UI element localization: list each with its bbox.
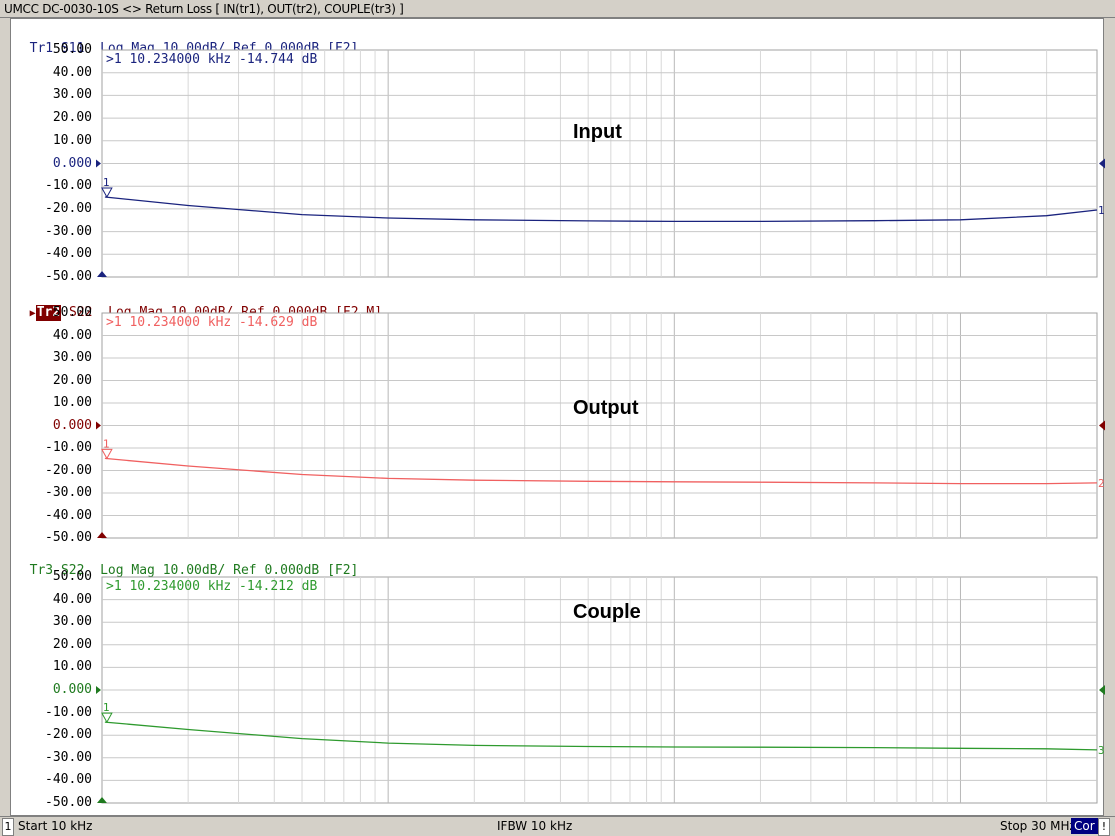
trace-header-tr3[interactable]: Tr3 S22 Log Mag 10.00dB/ Ref 0.000dB [F2…	[14, 547, 359, 578]
start-marker-icon	[97, 532, 107, 538]
y-tick-label: -20.00	[45, 727, 92, 743]
trace-id-tr1[interactable]: Tr1	[29, 41, 54, 56]
y-tick-label: 30.00	[52, 87, 92, 103]
y-tick-label: -50.00	[45, 795, 92, 810]
trace-line-tr3	[104, 721, 1098, 751]
trace-end-label: 1	[1098, 204, 1105, 217]
ref-level-left-icon	[96, 421, 101, 430]
marker-readout-tr2: >1 10.234000 kHz -14.629 dB	[106, 315, 317, 330]
y-tick-label: 20.00	[52, 110, 92, 126]
y-tick-label: -40.00	[45, 507, 92, 523]
y-tick-label: -30.00	[45, 749, 92, 765]
y-tick-label: -40.00	[45, 246, 92, 262]
panel-label-input: Input	[573, 121, 622, 143]
start-frequency[interactable]: Start 10 kHz	[18, 819, 93, 833]
correction-indicator[interactable]: Cor	[1071, 818, 1098, 834]
y-tick-label: 20.00	[52, 372, 92, 388]
trace-line-tr1	[104, 196, 1098, 223]
y-tick-label: -50.00	[45, 269, 92, 284]
active-trace-arrow-icon: ▶	[29, 308, 36, 319]
y-tick-label: 50.00	[52, 305, 92, 320]
ref-level-right-icon	[1099, 420, 1105, 431]
y-tick-label: -50.00	[45, 530, 92, 545]
marker-1-label: 1	[103, 176, 110, 189]
y-tick-label: 50.00	[52, 42, 92, 57]
y-tick-label: 10.00	[52, 659, 92, 675]
panel-label-couple: Couple	[573, 601, 641, 623]
ref-level-left-icon	[96, 686, 101, 694]
y-tick-label: 40.00	[52, 327, 92, 343]
ref-level-left-icon	[96, 159, 101, 168]
stop-frequency[interactable]: Stop 30 MHz	[1000, 819, 1076, 833]
y-tick-label: -10.00	[45, 440, 92, 455]
y-tick-label: -30.00	[45, 223, 92, 239]
marker-readout-tr3: >1 10.234000 kHz -14.212 dB	[106, 579, 317, 594]
y-tick-label: 50.00	[52, 569, 92, 584]
y-tick-label: 0.000	[52, 417, 92, 433]
y-tick-label: 0.000	[52, 155, 92, 171]
channel-indicator[interactable]: 1	[2, 818, 14, 836]
start-marker-icon	[97, 271, 107, 277]
trace-end-label: 3	[1098, 744, 1105, 757]
trace-id-tr2[interactable]: Tr2	[35, 305, 62, 321]
y-tick-label: -30.00	[45, 485, 92, 500]
y-tick-label: 30.00	[52, 350, 92, 365]
trace-end-label: 2	[1098, 477, 1105, 490]
marker-1-icon	[101, 712, 113, 724]
marker-1-icon	[101, 187, 113, 198]
marker-readout-tr1: >1 10.234000 kHz -14.744 dB	[106, 52, 317, 67]
trace-line-tr2	[104, 457, 1098, 485]
y-tick-label: -40.00	[45, 772, 92, 788]
y-tick-label: 10.00	[52, 132, 92, 148]
y-tick-label: -20.00	[45, 200, 92, 216]
y-tick-label: 40.00	[52, 64, 92, 80]
marker-1-icon	[101, 448, 113, 460]
warning-indicator[interactable]: !	[1098, 818, 1110, 836]
ifbw-setting[interactable]: IFBW 10 kHz	[497, 819, 573, 833]
trace-settings-tr3: S22 Log Mag 10.00dB/ Ref 0.000dB [F2]	[53, 563, 359, 578]
start-marker-icon	[97, 797, 107, 803]
y-tick-label: -10.00	[45, 178, 92, 194]
marker-1-label: 1	[103, 701, 110, 714]
ref-level-right-icon	[1099, 158, 1105, 169]
y-tick-label: 40.00	[52, 591, 92, 607]
marker-1-label: 1	[103, 437, 110, 450]
ref-level-right-icon	[1099, 685, 1105, 695]
trace-id-tr3[interactable]: Tr3	[29, 563, 54, 578]
y-tick-label: -20.00	[45, 462, 92, 478]
y-tick-label: 30.00	[52, 614, 92, 630]
y-tick-label: 20.00	[52, 636, 92, 652]
y-tick-label: 0.000	[52, 682, 92, 697]
status-bar: 1 Start 10 kHz IFBW 10 kHz Stop 30 MHz C…	[0, 816, 1115, 836]
y-tick-label: -10.00	[45, 704, 92, 720]
y-tick-label: 10.00	[52, 395, 92, 410]
window-title: UMCC DC-0030-10S <> Return Loss [ IN(tr1…	[0, 0, 1115, 18]
panel-label-output: Output	[573, 397, 639, 419]
